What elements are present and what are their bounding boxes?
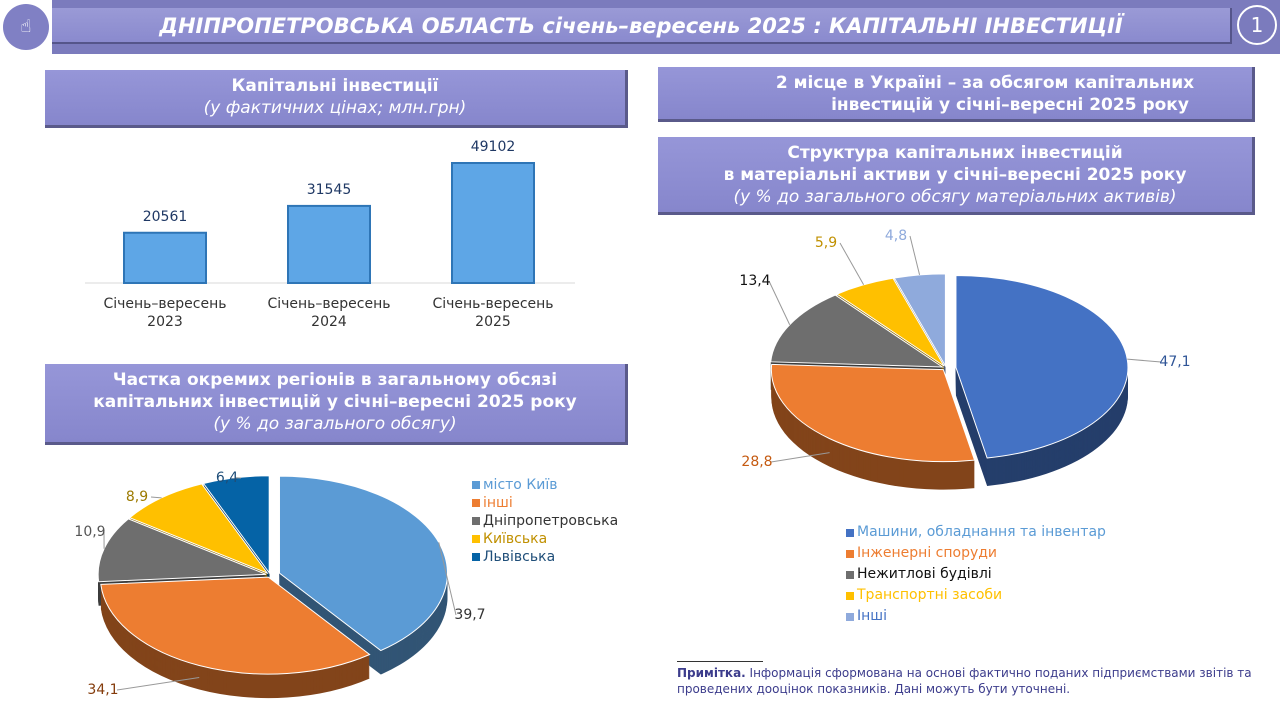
- bar-category-label: Січень-вересень 2025: [432, 296, 554, 330]
- regions-title-1: Частка окремих регіонів в загальному обс…: [112, 370, 558, 390]
- bar-data-label: 31545: [306, 181, 352, 198]
- page-title: ДНІПРОПЕТРОВСЬКА ОБЛАСТЬ січень–вересень…: [52, 8, 1232, 44]
- rank-header: 2 місце в Україні – за обсягом капітальн…: [658, 67, 1255, 122]
- legend-item: Дніпропетровська: [472, 512, 618, 530]
- regions-title-2: капітальних інвестицій у січні–вересні 2…: [93, 392, 577, 412]
- legend-item: місто Київ: [472, 476, 618, 494]
- bar-chart-title: Капітальні інвестиції: [231, 76, 439, 96]
- legend-swatch: [472, 535, 480, 543]
- legend-label: Транспортні засоби: [857, 587, 1003, 603]
- regions-pie-data-label: 34,1: [87, 682, 119, 698]
- legend-swatch: [846, 612, 854, 621]
- legend-swatch: [472, 517, 480, 525]
- legend-label: інші: [483, 495, 513, 511]
- footnote-label: Примітка.: [677, 666, 746, 680]
- bar: [123, 231, 207, 284]
- page-number: 1: [1237, 5, 1277, 45]
- hand-coins-icon: ☝: [3, 4, 49, 50]
- structure-subtitle: (у % до загального обсягу матеріальних а…: [733, 187, 1177, 207]
- legend-swatch: [846, 549, 854, 558]
- structure-pie-data-label: 47,1: [1159, 354, 1191, 370]
- legend-swatch: [472, 499, 480, 507]
- legend-label: Інженерні споруди: [857, 545, 998, 561]
- bar-category-label: Січень–вересень 2024: [267, 296, 391, 330]
- legend-item: Нежитлові будівлі: [846, 564, 1106, 585]
- bar-chart-header: Капітальні інвестиції (у фактичних цінах…: [45, 70, 628, 128]
- structure-pie-slice: [770, 294, 945, 368]
- note-divider: [677, 661, 763, 662]
- structure-header: Структура капітальних інвестицій в матер…: [658, 137, 1255, 215]
- legend-item: Транспортні засоби: [846, 585, 1106, 606]
- regions-pie-leader-line: [116, 677, 200, 691]
- regions-pie-slice: [97, 518, 267, 583]
- structure-pie-leader-line: [839, 242, 865, 286]
- bar-data-label: 49102: [470, 139, 516, 155]
- regions-legend: місто Київ інші Дніпропетровська Київська Ль…: [472, 476, 618, 566]
- bar-chart-subtitle: (у фактичних цінах; млн.грн): [203, 98, 467, 118]
- structure-pie-data-label: 13,4: [739, 273, 771, 289]
- regions-subtitle: (у % до загального обсягу): [213, 414, 457, 434]
- legend-label: Дніпропетровська: [483, 513, 619, 529]
- legend-item: інші: [472, 494, 618, 512]
- legend-swatch: [846, 591, 854, 600]
- structure-pie-data-label: 28,8: [741, 454, 773, 470]
- legend-item: Київська: [472, 530, 618, 548]
- structure-pie-slice: [955, 275, 1129, 459]
- regions-pie-data-label: 6,4: [215, 470, 239, 486]
- structure-pie-data-label: 4,8: [884, 228, 908, 244]
- regions-pie-slice: [100, 576, 371, 675]
- structure-title-1: Структура капітальних інвестицій: [787, 143, 1123, 163]
- structure-pie-slice: [835, 277, 945, 367]
- bar: [451, 162, 535, 284]
- structure-pie-slice: [770, 363, 976, 463]
- structure-pie-leader-line: [768, 280, 791, 325]
- regions-pie-slice: [128, 483, 269, 575]
- legend-label: місто Київ: [483, 477, 558, 493]
- legend-item: Інші: [846, 606, 1106, 627]
- regions-header: Частка окремих регіонів в загальному обс…: [45, 364, 628, 445]
- structure-pie-leader-line: [1127, 358, 1162, 363]
- legend-label: Машини, обладнання та інвентар: [857, 524, 1106, 540]
- legend-label: Львівська: [483, 549, 556, 565]
- regions-pie-data-label: 10,9: [74, 524, 106, 540]
- legend-item: Львівська: [472, 548, 618, 566]
- structure-pie-data-label: 5,9: [814, 235, 838, 251]
- structure-title-2: в матеріальні активи у січні–вересні 202…: [723, 165, 1187, 185]
- rank-line2: інвестицій у січні–вересні 2025 року: [831, 95, 1189, 115]
- legend-swatch: [846, 570, 854, 579]
- bar-data-label: 20561: [142, 208, 188, 225]
- structure-legend: Машини, обладнання та інвентар Інженерні …: [846, 522, 1106, 627]
- structure-pie-leader-line: [770, 452, 830, 463]
- legend-swatch: [472, 481, 480, 489]
- legend-item: Машини, обладнання та інвентар: [846, 522, 1106, 543]
- legend-label: Київська: [483, 531, 548, 547]
- legend-item: Інженерні споруди: [846, 543, 1106, 564]
- legend-label: Нежитлові будівлі: [857, 566, 992, 582]
- regions-pie-leader-line: [438, 542, 457, 616]
- structure-pie-slice: [893, 273, 946, 368]
- regions-pie-data-label: 39,7: [454, 607, 486, 623]
- logo: ☝: [0, 0, 52, 54]
- legend-swatch: [846, 528, 854, 537]
- bar-category-label: Січень–вересень 2023: [103, 296, 227, 330]
- regions-pie-data-label: 8,9: [125, 489, 149, 505]
- footnote: Примітка. Інформація сформована на основ…: [677, 665, 1257, 697]
- structure-pie-leader-line: [909, 235, 921, 276]
- legend-label: Інші: [857, 608, 887, 624]
- legend-swatch: [472, 553, 480, 561]
- bar: [287, 204, 371, 284]
- regions-pie-leader-line: [150, 496, 162, 499]
- footnote-text: Інформація сформована на основі фактично…: [677, 666, 1252, 696]
- rank-line1: 2 місце в Україні – за обсягом капітальн…: [775, 73, 1195, 93]
- regions-pie-slice: [278, 475, 448, 652]
